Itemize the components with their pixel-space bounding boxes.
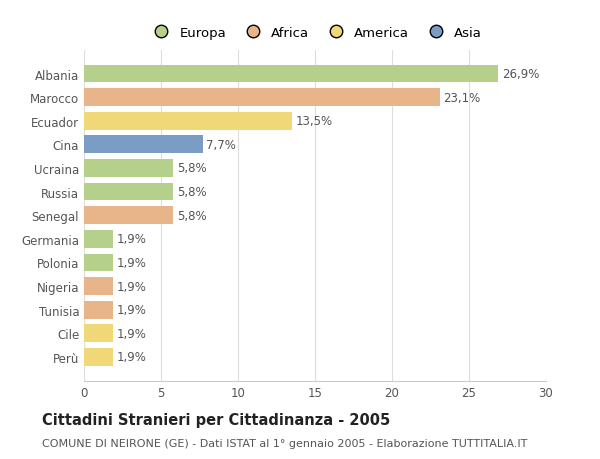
Bar	[84, 112, 292, 130]
Bar	[84, 66, 498, 83]
Bar	[84, 301, 113, 319]
Bar	[84, 278, 113, 295]
Bar	[84, 89, 440, 107]
Bar	[84, 325, 113, 342]
Legend: Europa, Africa, America, Asia: Europa, Africa, America, Asia	[145, 24, 485, 42]
Text: 5,8%: 5,8%	[177, 162, 207, 175]
Text: 1,9%: 1,9%	[117, 257, 147, 269]
Text: COMUNE DI NEIRONE (GE) - Dati ISTAT al 1° gennaio 2005 - Elaborazione TUTTITALIA: COMUNE DI NEIRONE (GE) - Dati ISTAT al 1…	[42, 438, 527, 448]
Bar	[84, 230, 113, 248]
Bar	[84, 207, 173, 224]
Text: Cittadini Stranieri per Cittadinanza - 2005: Cittadini Stranieri per Cittadinanza - 2…	[42, 413, 390, 428]
Text: 23,1%: 23,1%	[443, 91, 481, 104]
Bar	[84, 160, 173, 178]
Bar	[84, 348, 113, 366]
Text: 5,8%: 5,8%	[177, 186, 207, 199]
Text: 1,9%: 1,9%	[117, 327, 147, 340]
Text: 1,9%: 1,9%	[117, 303, 147, 316]
Text: 26,9%: 26,9%	[502, 68, 539, 81]
Text: 1,9%: 1,9%	[117, 280, 147, 293]
Bar	[84, 136, 203, 154]
Text: 7,7%: 7,7%	[206, 139, 236, 151]
Text: 1,9%: 1,9%	[117, 351, 147, 364]
Bar	[84, 254, 113, 272]
Text: 1,9%: 1,9%	[117, 233, 147, 246]
Bar	[84, 183, 173, 201]
Text: 5,8%: 5,8%	[177, 209, 207, 222]
Text: 13,5%: 13,5%	[296, 115, 333, 128]
